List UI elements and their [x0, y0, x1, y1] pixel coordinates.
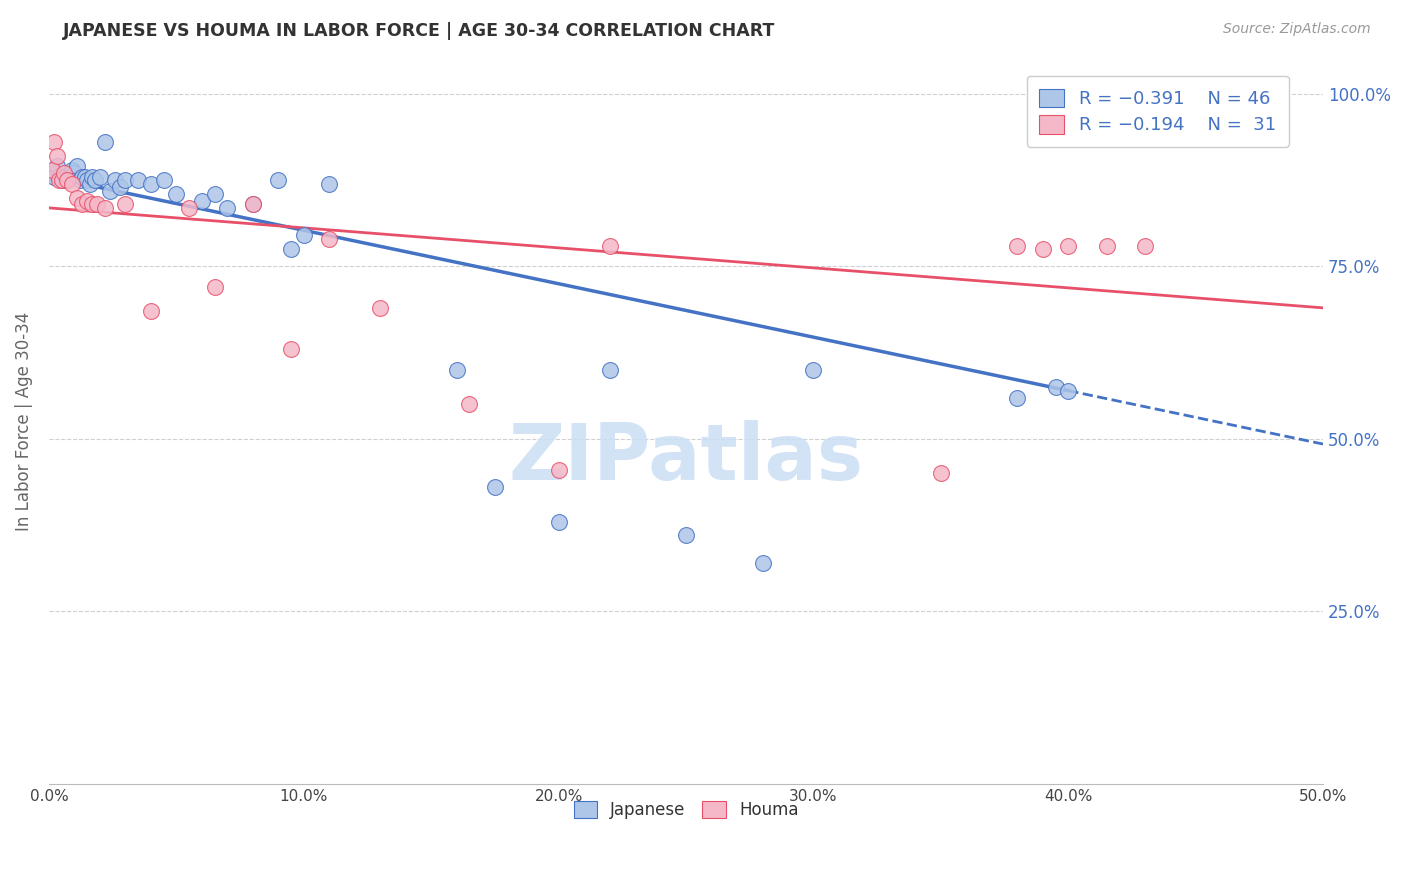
Text: ZIPatlas: ZIPatlas — [509, 420, 863, 496]
Point — [53, 166, 76, 180]
Point — [104, 173, 127, 187]
Y-axis label: In Labor Force | Age 30-34: In Labor Force | Age 30-34 — [15, 312, 32, 532]
Point — [86, 197, 108, 211]
Text: Source: ZipAtlas.com: Source: ZipAtlas.com — [1223, 22, 1371, 37]
Point — [42, 136, 65, 150]
Point — [94, 136, 117, 150]
Point — [1045, 380, 1067, 394]
Point — [280, 343, 302, 357]
Point — [267, 173, 290, 187]
Point — [179, 201, 201, 215]
Point — [94, 201, 117, 215]
Point — [66, 160, 89, 174]
Point — [204, 187, 226, 202]
Point — [83, 173, 105, 187]
Point — [1057, 239, 1080, 253]
Point — [42, 169, 65, 184]
Point — [127, 173, 149, 187]
Point — [82, 197, 104, 211]
Point — [242, 197, 264, 211]
Point — [45, 160, 67, 174]
Point — [48, 169, 70, 184]
Text: JAPANESE VS HOUMA IN LABOR FORCE | AGE 30-34 CORRELATION CHART: JAPANESE VS HOUMA IN LABOR FORCE | AGE 3… — [63, 22, 776, 40]
Point — [152, 173, 174, 187]
Point — [139, 177, 162, 191]
Point — [368, 301, 391, 315]
Point — [547, 463, 569, 477]
Point — [63, 166, 86, 180]
Point — [318, 177, 340, 191]
Point — [599, 363, 621, 377]
Point — [1133, 239, 1156, 253]
Point — [60, 177, 83, 191]
Point — [48, 173, 70, 187]
Legend: Japanese, Houma: Japanese, Houma — [567, 795, 806, 826]
Point — [165, 187, 187, 202]
Point — [60, 163, 83, 178]
Point — [41, 166, 63, 180]
Point — [73, 169, 96, 184]
Point — [114, 197, 136, 211]
Point — [89, 169, 111, 184]
Point — [139, 304, 162, 318]
Point — [675, 528, 697, 542]
Point — [318, 232, 340, 246]
Point — [53, 169, 76, 184]
Point — [217, 201, 239, 215]
Point — [1057, 384, 1080, 398]
Point — [204, 280, 226, 294]
Point — [803, 363, 825, 377]
Point — [41, 163, 63, 178]
Point — [98, 184, 121, 198]
Point — [66, 190, 89, 204]
Point — [110, 180, 132, 194]
Point — [446, 363, 468, 377]
Point — [76, 194, 98, 208]
Point — [45, 149, 67, 163]
Point — [751, 556, 773, 570]
Point — [280, 242, 302, 256]
Point — [929, 467, 952, 481]
Point — [547, 515, 569, 529]
Point — [1007, 391, 1029, 405]
Point — [56, 173, 79, 187]
Point — [292, 228, 315, 243]
Point — [70, 197, 93, 211]
Point — [191, 194, 214, 208]
Point — [51, 173, 73, 187]
Point — [1007, 239, 1029, 253]
Point — [56, 173, 79, 187]
Point — [458, 397, 481, 411]
Point — [1032, 242, 1054, 256]
Point — [114, 173, 136, 187]
Point — [76, 173, 98, 187]
Point — [58, 169, 80, 184]
Point — [484, 480, 506, 494]
Point — [242, 197, 264, 211]
Point — [599, 239, 621, 253]
Point — [79, 177, 101, 191]
Point — [69, 173, 91, 187]
Point — [70, 169, 93, 184]
Point — [51, 173, 73, 187]
Point — [1095, 239, 1118, 253]
Point — [82, 169, 104, 184]
